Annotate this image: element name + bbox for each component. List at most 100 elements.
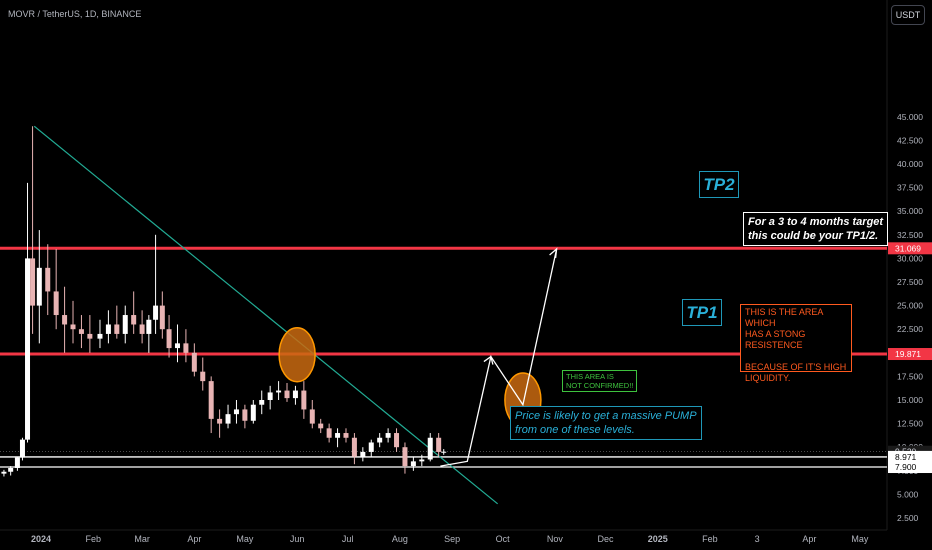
candle-body (208, 381, 214, 419)
candle-body (419, 459, 425, 462)
candle-body (410, 461, 416, 467)
candle-body (70, 324, 76, 330)
tp1-label: TP1 (682, 299, 722, 326)
x-tick-label: Jul (342, 534, 354, 544)
candle-body (174, 343, 180, 349)
candle-body (242, 409, 248, 421)
candle-body (267, 392, 273, 400)
time-axis[interactable]: 2024 Feb Mar Apr May Jun Jul Aug Sep Oct Nov Dec 202… (31, 534, 869, 544)
tp2-label: TP2 (699, 171, 739, 198)
area-note-line1: THIS AREA IS (566, 372, 614, 381)
level-lines (0, 246, 887, 468)
currency-button[interactable]: USDT (891, 5, 925, 25)
candle-body (25, 258, 31, 440)
x-tick-label: Apr (802, 534, 816, 544)
y-tick-label: 45.000 (897, 112, 923, 122)
candles (1, 126, 447, 477)
y-tick-label: 15.000 (897, 395, 923, 405)
candle-body (53, 291, 59, 316)
candle-body (250, 404, 256, 421)
resistance-note-line1: THIS IS THE AREA WHICH (745, 307, 823, 328)
candle-body (436, 437, 442, 452)
price-tag-label: 7.900 (895, 462, 917, 472)
candle-body (233, 409, 239, 415)
x-tick-label: Aug (392, 534, 408, 544)
candle-body (30, 258, 36, 306)
candle-body (326, 428, 332, 438)
candle-body (14, 457, 20, 468)
candle-body (166, 329, 172, 349)
price-tag-label: 31.069 (895, 243, 921, 253)
candle-body (97, 333, 103, 339)
y-tick-label: 40.000 (897, 159, 923, 169)
pump-note-line2: from one of these levels. (515, 424, 635, 436)
y-tick-label: 2.500 (897, 513, 919, 523)
candle-body (78, 329, 84, 334)
x-tick-label: Feb (702, 534, 718, 544)
x-tick-label: May (851, 534, 869, 544)
candle-body (217, 418, 223, 424)
target-note: For a 3 to 4 months target this could be… (743, 212, 889, 246)
resistance-note-line3: BECAUSE OF IT'S HIGH (745, 362, 847, 372)
price-tag-label: 19.871 (895, 349, 921, 359)
x-tick-label: Apr (187, 534, 201, 544)
candle-body (225, 414, 231, 424)
price-tag-bg (888, 450, 932, 463)
candle-body (318, 423, 324, 429)
price-tag-bg (888, 242, 932, 255)
candle-body (139, 324, 145, 334)
candle-body (441, 451, 447, 453)
arrow-head (549, 247, 558, 259)
candle-body (259, 400, 265, 405)
price-tag-bg (888, 461, 932, 474)
area-note-line2: NOT CONFIRMED!! (566, 381, 634, 390)
y-tick-label: 5.000 (897, 489, 919, 499)
candle-body (19, 439, 25, 458)
candle-body (402, 447, 408, 467)
price-tag-label: 8.971 (895, 452, 917, 462)
candle-body (276, 390, 282, 393)
resistance-note-line2: HAS A STONG RESISTENCE (745, 329, 806, 350)
x-tick-label: 2024 (31, 534, 51, 544)
candle-body (309, 409, 315, 424)
projection-path (440, 247, 558, 467)
x-tick-label: Sep (444, 534, 460, 544)
x-tick-label: Oct (496, 534, 511, 544)
target-note-line1: For a 3 to 4 months target (748, 216, 884, 228)
candle-body (87, 333, 93, 339)
x-tick-label: May (236, 534, 254, 544)
candle-body (301, 390, 307, 410)
descending-trendline (33, 125, 499, 505)
target-note-line2: this could be your TP1/2. (748, 230, 879, 242)
candle-body (360, 451, 366, 457)
unconfirmed-area-note: THIS AREA IS NOT CONFIRMED!! (562, 370, 638, 392)
candle-body (183, 343, 189, 353)
candle-body (1, 471, 7, 474)
candle-body (159, 305, 165, 330)
y-tick-label: 42.500 (897, 135, 923, 145)
candle-body (191, 352, 197, 372)
candle-body (394, 433, 400, 448)
candle-body (427, 437, 433, 460)
y-tick-label: 22.500 (897, 324, 923, 334)
x-tick-label: 2025 (648, 534, 668, 544)
candle-body (45, 267, 51, 292)
candle-body (200, 371, 206, 382)
y-tick-label: 25.000 (897, 301, 923, 311)
candle-body (377, 437, 383, 443)
candle-body (284, 390, 290, 399)
candle-body (62, 315, 68, 325)
x-tick-label: Nov (547, 534, 564, 544)
y-tick-label: 32.500 (897, 230, 923, 240)
symbol-title[interactable]: MOVR / TetherUS, 1D, BINANCE (8, 9, 142, 19)
pump-note: Price is likely to get a massive PUMP fr… (510, 406, 702, 440)
resistance-note-line4: LIQUIDITY. (745, 373, 791, 383)
y-tick-label: 35.000 (897, 206, 923, 216)
candle-body (146, 319, 152, 334)
y-tick-label: 37.500 (897, 183, 923, 193)
candle-body (335, 433, 341, 438)
x-tick-label: Dec (597, 534, 614, 544)
candle-body (114, 324, 120, 334)
y-tick-label: 17.500 (897, 371, 923, 381)
